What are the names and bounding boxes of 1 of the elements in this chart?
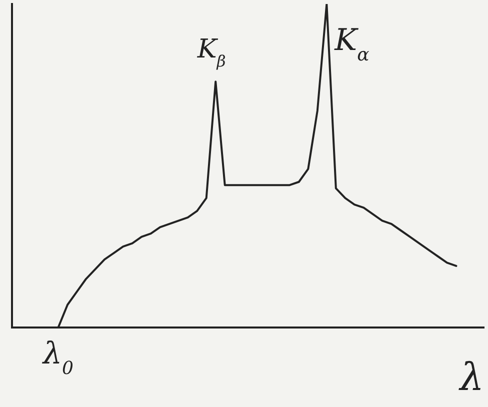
x-axis-title: λ	[458, 355, 484, 400]
